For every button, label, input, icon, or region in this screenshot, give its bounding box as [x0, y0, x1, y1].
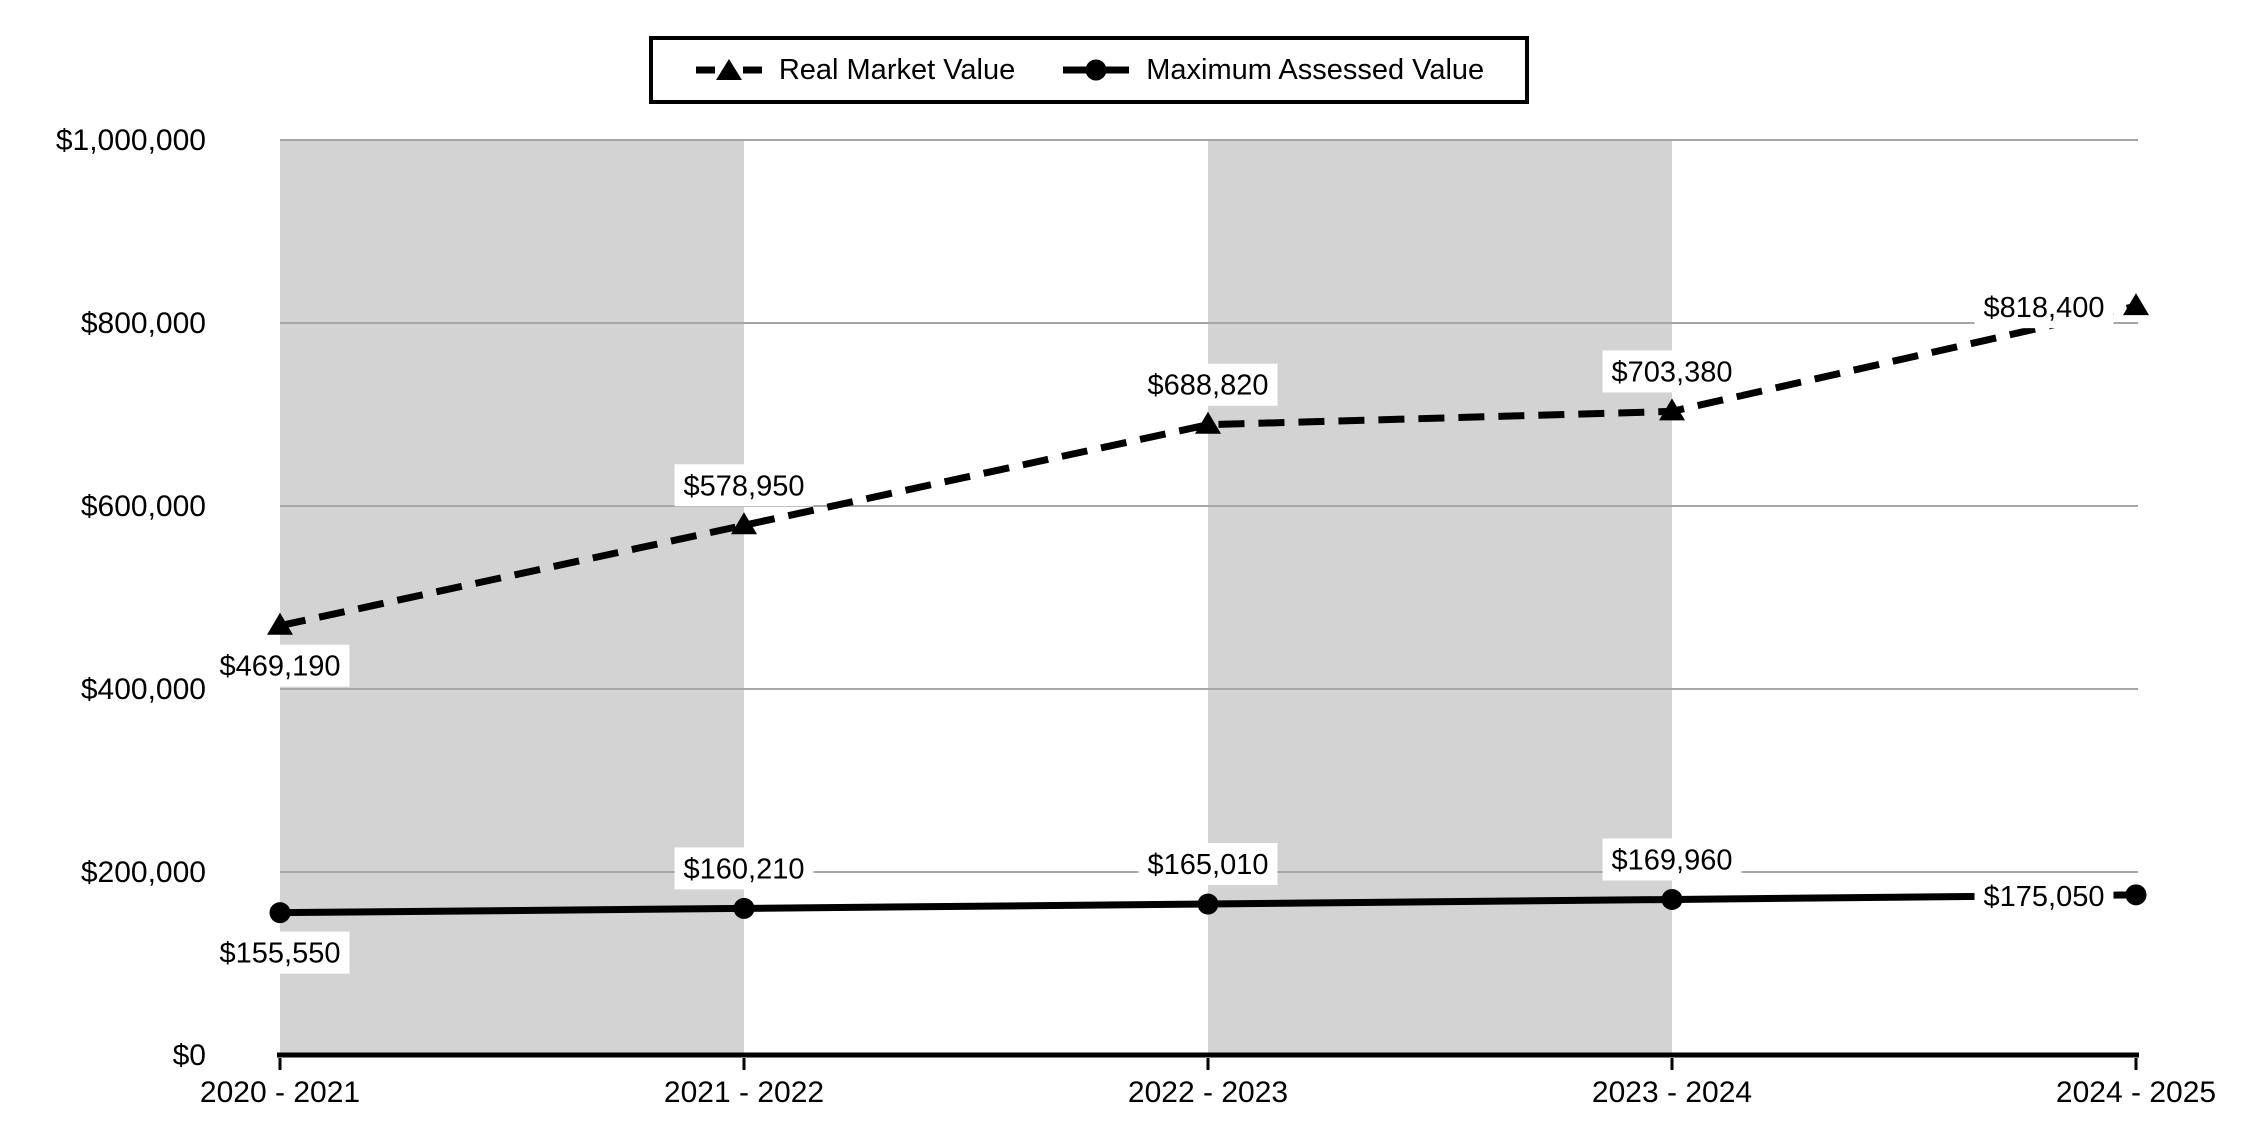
legend-label-real-market-value: Real Market Value	[778, 53, 1016, 86]
data-label-real-market-value: $578,950	[684, 470, 805, 502]
y-tick-label: $200,000	[81, 856, 206, 889]
marker-circle-maximum-assessed-value	[1661, 888, 1683, 910]
data-label-background	[1974, 286, 2114, 329]
marker-circle-maximum-assessed-value	[269, 902, 291, 924]
y-tick-label: $600,000	[81, 490, 206, 523]
data-label-maximum-assessed-value: $175,050	[1984, 881, 2105, 913]
marker-triangle-real-market-value	[267, 612, 293, 635]
data-label-maximum-assessed-value: $160,210	[684, 853, 805, 885]
data-label-maximum-assessed-value: $155,550	[220, 938, 341, 970]
data-label-background	[1138, 363, 1278, 406]
x-tick-label: 2020 - 2021	[200, 1076, 360, 1109]
x-tick-label: 2024 - 2025	[2056, 1076, 2216, 1109]
data-label-real-market-value: $469,190	[220, 651, 341, 683]
data-label-real-market-value: $703,380	[1612, 356, 1733, 388]
marker-circle-maximum-assessed-value	[733, 897, 755, 919]
y-tick-label: $400,000	[81, 673, 206, 706]
legend-item-real-market-value: Real Market Value	[694, 54, 1015, 87]
y-tick-label: $800,000	[81, 307, 206, 340]
data-label-real-market-value: $818,400	[1984, 292, 2105, 324]
marker-circle-maximum-assessed-value	[1197, 893, 1219, 915]
x-tick-label: 2021 - 2022	[664, 1076, 824, 1109]
legend-label-maximum-assessed-value: Maximum Assessed Value	[1146, 53, 1485, 86]
legend-item-maximum-assessed-value: Maximum Assessed Value	[1061, 54, 1484, 87]
dashed-line-triangle-icon	[695, 59, 762, 80]
x-tick-label: 2023 - 2024	[1592, 1076, 1752, 1109]
marker-triangle-real-market-value	[1659, 398, 1685, 421]
data-label-background	[1974, 874, 2114, 917]
solid-line-circle-icon	[1063, 59, 1130, 81]
data-label-maximum-assessed-value: $165,010	[1148, 849, 1269, 881]
chart-legend: Real Market Value Maximum Assessed Value	[649, 36, 1529, 104]
shaded-band	[280, 140, 744, 1055]
data-label-maximum-assessed-value: $169,960	[1612, 844, 1733, 876]
data-label-background	[210, 931, 350, 974]
marker-triangle-real-market-value	[2123, 293, 2149, 316]
marker-circle-maximum-assessed-value	[2125, 884, 2147, 906]
data-label-background	[210, 644, 350, 687]
y-tick-label: $0	[173, 1039, 206, 1072]
data-label-background	[1138, 843, 1278, 886]
data-label-background	[674, 847, 814, 890]
data-label-real-market-value: $688,820	[1148, 370, 1269, 402]
series-line-real-market-value	[279, 302, 2137, 630]
marker-triangle-real-market-value	[1195, 411, 1221, 434]
shaded-band	[1208, 140, 1672, 1055]
data-label-background	[1602, 838, 1742, 881]
data-label-background	[1602, 350, 1742, 393]
y-tick-label: $1,000,000	[56, 124, 206, 157]
marker-triangle-real-market-value	[731, 512, 757, 535]
data-label-background	[674, 464, 814, 507]
x-tick-label: 2022 - 2023	[1128, 1076, 1288, 1109]
